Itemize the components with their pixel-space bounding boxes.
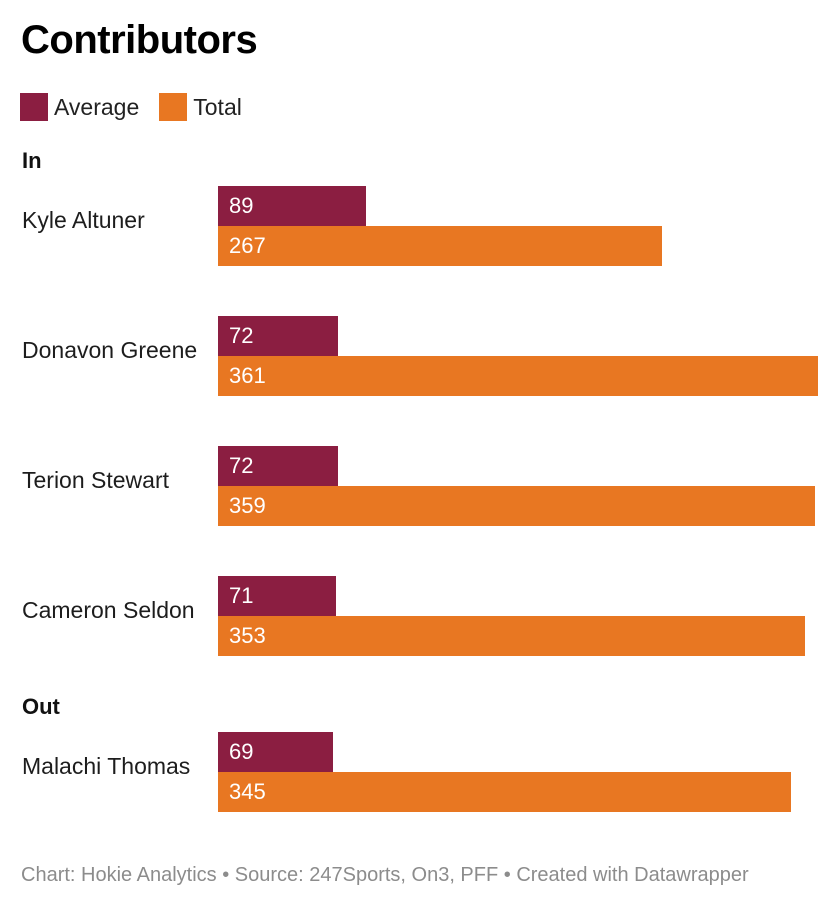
bar-average-cameron-seldon: 71 <box>218 576 336 616</box>
bar-value-average-donavon-greene: 72 <box>229 323 254 348</box>
bar-value-total-cameron-seldon: 353 <box>229 623 266 648</box>
bar-average-terion-stewart: 72 <box>218 446 338 486</box>
bar-average-donavon-greene: 72 <box>218 316 338 356</box>
legend-swatch-total <box>159 93 188 121</box>
legend-item-total: Total <box>159 93 242 121</box>
bar-value-average-terion-stewart: 72 <box>229 453 254 478</box>
legend-item-average: Average <box>20 93 139 121</box>
legend-label-total: Total <box>193 93 242 120</box>
row-label-kyle-altuner: Kyle Altuner <box>22 206 145 233</box>
bar-value-total-malachi-thomas: 345 <box>229 779 266 804</box>
bar-value-total-kyle-altuner: 267 <box>229 233 266 258</box>
row-label-donavon-greene: Donavon Greene <box>22 336 198 363</box>
bar-value-total-donavon-greene: 361 <box>229 363 266 388</box>
bar-average-kyle-altuner: 89 <box>218 186 366 226</box>
row-label-terion-stewart: Terion Stewart <box>22 466 170 493</box>
bar-value-total-terion-stewart: 359 <box>229 493 266 518</box>
bar-total-donavon-greene: 361 <box>218 356 818 396</box>
row-label-cameron-seldon: Cameron Seldon <box>22 596 195 623</box>
bar-value-average-malachi-thomas: 69 <box>229 739 254 764</box>
row-label-malachi-thomas: Malachi Thomas <box>22 752 191 779</box>
chart-title: Contributors <box>21 18 258 62</box>
chart-footer: Chart: Hokie Analytics • Source: 247Spor… <box>21 864 749 886</box>
group-label-out: Out <box>22 694 60 719</box>
bar-value-average-kyle-altuner: 89 <box>229 193 254 218</box>
group-label-in: In <box>22 148 42 173</box>
bar-total-kyle-altuner: 267 <box>218 226 662 266</box>
legend-label-average: Average <box>54 93 140 120</box>
bar-total-terion-stewart: 359 <box>218 486 815 526</box>
bar-average-malachi-thomas: 69 <box>218 732 333 772</box>
legend: Average Total <box>20 92 262 122</box>
bar-total-cameron-seldon: 353 <box>218 616 805 656</box>
legend-swatch-average <box>20 93 48 121</box>
bar-total-malachi-thomas: 345 <box>218 772 791 812</box>
bar-value-average-cameron-seldon: 71 <box>229 583 254 608</box>
